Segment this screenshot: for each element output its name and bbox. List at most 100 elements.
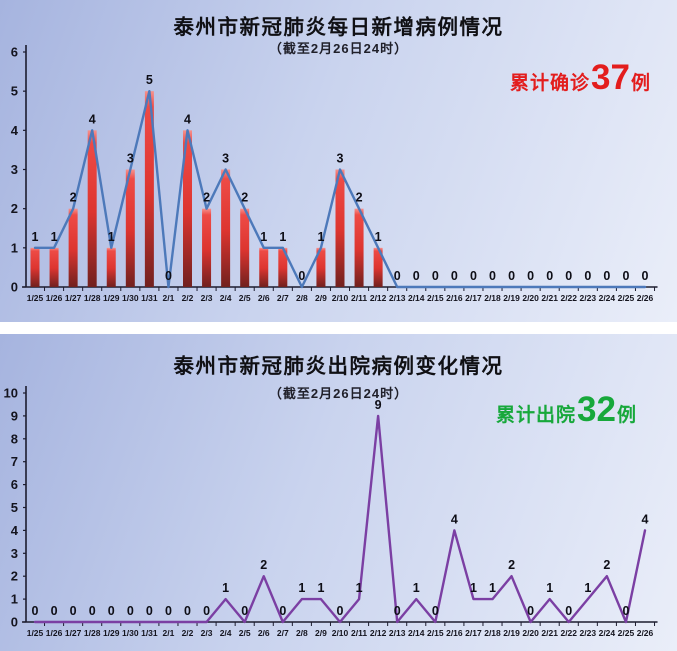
svg-text:9: 9 (11, 408, 18, 423)
cumulative-discharged-annotation: 累计出院 32 例 (496, 390, 637, 429)
svg-text:1: 1 (413, 581, 420, 595)
daily-new-cases-title: 泰州市新冠肺炎每日新增病例情况 (173, 16, 504, 39)
svg-text:1: 1 (222, 581, 229, 595)
svg-text:8: 8 (11, 431, 18, 446)
svg-text:4: 4 (642, 512, 649, 526)
svg-text:0: 0 (432, 604, 439, 618)
svg-text:2/22: 2/22 (560, 628, 577, 638)
svg-text:2/13: 2/13 (389, 293, 406, 303)
svg-text:5: 5 (146, 73, 153, 87)
svg-text:1: 1 (11, 240, 18, 255)
svg-text:2/1: 2/1 (163, 293, 175, 303)
svg-text:2/14: 2/14 (408, 293, 425, 303)
svg-text:2/23: 2/23 (580, 628, 597, 638)
svg-text:2/10: 2/10 (332, 628, 349, 638)
svg-text:1: 1 (260, 230, 267, 244)
svg-text:5: 5 (11, 500, 18, 515)
svg-text:2: 2 (356, 191, 363, 205)
svg-text:0: 0 (394, 604, 401, 618)
svg-text:1/29: 1/29 (103, 628, 120, 638)
svg-text:1/30: 1/30 (122, 628, 139, 638)
svg-text:2/19: 2/19 (503, 628, 520, 638)
svg-text:2/3: 2/3 (201, 628, 213, 638)
discharged-cases-panel: 泰州市新冠肺炎出院病例变化情况 （截至2月26日24时） 累计出院 32 例 0… (0, 334, 677, 651)
daily-new-cases-panel: 泰州市新冠肺炎每日新增病例情况 （截至2月26日24时） 累计确诊 37 例 0… (0, 0, 677, 322)
svg-text:2/13: 2/13 (389, 628, 406, 638)
panel-divider (0, 322, 677, 334)
svg-text:2/6: 2/6 (258, 293, 270, 303)
svg-text:0: 0 (584, 269, 591, 283)
svg-text:2/24: 2/24 (599, 293, 616, 303)
svg-text:0: 0 (241, 604, 248, 618)
svg-text:2/16: 2/16 (446, 628, 463, 638)
svg-text:0: 0 (546, 269, 553, 283)
svg-text:5: 5 (11, 84, 18, 99)
svg-text:3: 3 (11, 162, 18, 177)
svg-text:2/26: 2/26 (637, 293, 654, 303)
svg-text:2: 2 (11, 201, 18, 216)
svg-text:2/8: 2/8 (296, 293, 308, 303)
svg-text:2/15: 2/15 (427, 293, 444, 303)
svg-text:2/8: 2/8 (296, 628, 308, 638)
svg-text:2/11: 2/11 (351, 293, 367, 303)
svg-text:1: 1 (375, 230, 382, 244)
svg-text:2/7: 2/7 (277, 628, 289, 638)
svg-text:1: 1 (317, 581, 324, 595)
svg-text:1: 1 (32, 230, 39, 244)
svg-text:0: 0 (11, 615, 18, 630)
svg-text:2/1: 2/1 (163, 628, 175, 638)
svg-text:3: 3 (11, 546, 18, 561)
svg-text:0: 0 (527, 604, 534, 618)
svg-text:2/2: 2/2 (182, 293, 194, 303)
svg-text:2/12: 2/12 (370, 293, 387, 303)
svg-text:1/25: 1/25 (27, 628, 44, 638)
svg-text:0: 0 (413, 269, 420, 283)
svg-text:0: 0 (622, 269, 629, 283)
svg-text:0: 0 (565, 269, 572, 283)
svg-text:1/26: 1/26 (46, 628, 63, 638)
svg-text:2/20: 2/20 (522, 293, 539, 303)
svg-text:0: 0 (32, 604, 39, 618)
svg-text:1: 1 (108, 230, 115, 244)
svg-text:1/31: 1/31 (141, 293, 158, 303)
svg-text:2/7: 2/7 (277, 293, 289, 303)
svg-text:2/18: 2/18 (484, 293, 501, 303)
svg-text:0: 0 (203, 604, 210, 618)
svg-text:2/17: 2/17 (465, 628, 482, 638)
svg-text:6: 6 (11, 45, 18, 60)
svg-text:0: 0 (394, 269, 401, 283)
svg-text:1: 1 (51, 230, 58, 244)
svg-text:2/9: 2/9 (315, 293, 327, 303)
svg-text:0: 0 (642, 269, 649, 283)
svg-text:1/28: 1/28 (84, 293, 101, 303)
svg-text:2: 2 (603, 558, 610, 572)
svg-text:2/21: 2/21 (541, 628, 558, 638)
svg-text:1/29: 1/29 (103, 293, 120, 303)
svg-text:1: 1 (279, 230, 286, 244)
svg-text:2/2: 2/2 (182, 628, 194, 638)
cumulative-confirmed-unit: 例 (630, 73, 651, 94)
cumulative-discharged-label: 累计出院 (496, 405, 577, 426)
svg-text:2/14: 2/14 (408, 628, 425, 638)
svg-text:0: 0 (489, 269, 496, 283)
cumulative-discharged-count: 32 (577, 390, 616, 429)
svg-text:6: 6 (11, 477, 18, 492)
svg-text:2/5: 2/5 (239, 293, 251, 303)
svg-text:0: 0 (470, 269, 477, 283)
svg-text:1: 1 (356, 581, 363, 595)
svg-text:0: 0 (603, 269, 610, 283)
svg-text:1/27: 1/27 (65, 628, 82, 638)
svg-text:2/19: 2/19 (503, 293, 520, 303)
svg-text:0: 0 (508, 269, 515, 283)
svg-text:0: 0 (298, 269, 305, 283)
svg-text:3: 3 (222, 152, 229, 166)
svg-text:3: 3 (337, 152, 344, 166)
svg-text:2/11: 2/11 (351, 628, 367, 638)
svg-text:2/5: 2/5 (239, 628, 251, 638)
cumulative-discharged-unit: 例 (616, 405, 637, 426)
svg-text:4: 4 (11, 123, 19, 138)
svg-text:2/24: 2/24 (599, 628, 616, 638)
cumulative-confirmed-label: 累计确诊 (510, 73, 591, 94)
